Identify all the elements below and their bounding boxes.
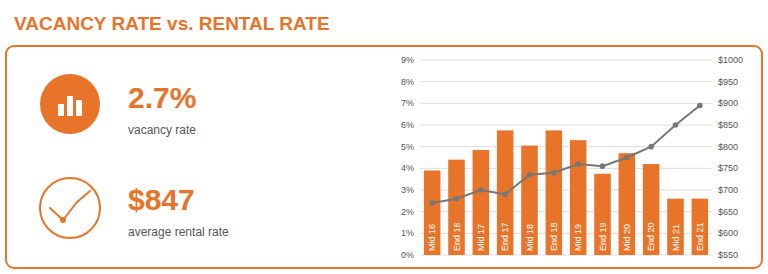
line-marker xyxy=(575,161,581,167)
y2-tick-label: $700 xyxy=(718,185,738,195)
line-marker xyxy=(478,187,484,193)
category-label: End 20 xyxy=(646,222,656,251)
y-tick-label: 4% xyxy=(401,163,414,173)
annotation: average rental rate xyxy=(128,225,229,239)
line-marker xyxy=(624,155,630,161)
category-label: End 17 xyxy=(500,222,510,251)
grid-line xyxy=(420,81,712,82)
line-marker xyxy=(551,170,557,176)
bar xyxy=(692,199,709,255)
category-label: Mid 20 xyxy=(622,224,632,251)
line-marker xyxy=(429,200,435,206)
y-tick-label: 8% xyxy=(401,77,414,87)
annotation: $847 xyxy=(128,183,195,216)
y2-tick-label: $800 xyxy=(718,142,738,152)
line-marker xyxy=(697,103,703,109)
icon-bar xyxy=(76,100,82,116)
category-label: End 21 xyxy=(695,222,705,251)
chart-root: VACANCY RATE vs. RENTAL RATE 2.7% vacancy … xyxy=(0,0,768,274)
bar xyxy=(473,150,490,255)
grid-line xyxy=(420,60,712,61)
grid-line xyxy=(420,103,712,104)
y2-tick-label: $600 xyxy=(718,228,738,238)
category-label: Mid 21 xyxy=(671,224,681,251)
line-marker xyxy=(527,172,533,178)
annotation: 2.7% xyxy=(128,81,196,114)
icon-bar xyxy=(67,96,73,116)
category-label: Mid 18 xyxy=(525,224,535,251)
category-label: End 16 xyxy=(452,222,462,251)
grid-line xyxy=(420,125,712,126)
y-tick-label: 9% xyxy=(401,55,414,65)
category-label: Mid 17 xyxy=(476,224,486,251)
y2-tick-label: $650 xyxy=(718,207,738,217)
y2-tick-label: $750 xyxy=(718,163,738,173)
bar xyxy=(667,199,684,255)
bar xyxy=(448,160,465,255)
bar xyxy=(594,174,611,255)
y-tick-label: 0% xyxy=(401,250,414,260)
line-marker xyxy=(648,144,654,150)
category-label: End 19 xyxy=(598,222,608,251)
y-tick-label: 5% xyxy=(401,142,414,152)
y2-tick-label: $950 xyxy=(718,77,738,87)
icon-line xyxy=(50,191,90,220)
icon-dot xyxy=(60,217,66,223)
category-label: End 18 xyxy=(549,222,559,251)
y-tick-label: 3% xyxy=(401,185,414,195)
y2-tick-label: $550 xyxy=(718,250,738,260)
bar xyxy=(424,171,441,256)
y2-tick-label: $900 xyxy=(718,98,738,108)
bar xyxy=(570,140,587,255)
y2-tick-label: $850 xyxy=(718,120,738,130)
grid-line xyxy=(420,146,712,147)
line-marker xyxy=(673,122,679,128)
line-marker xyxy=(600,163,606,169)
category-label: Mid 19 xyxy=(573,224,583,251)
panel-border xyxy=(6,46,762,268)
y2-tick-label: $1000 xyxy=(718,55,743,65)
icon-bar xyxy=(58,104,64,116)
bar xyxy=(619,153,636,255)
annotation: vacancy rate xyxy=(128,123,196,137)
line-marker xyxy=(502,192,508,198)
line xyxy=(432,106,700,204)
icon-circle xyxy=(40,178,100,238)
plot-marks xyxy=(424,103,708,255)
y-tick-label: 7% xyxy=(401,98,414,108)
bar xyxy=(521,146,538,255)
y-tick-label: 6% xyxy=(401,120,414,130)
line-marker xyxy=(454,196,460,202)
y-tick-label: 2% xyxy=(401,207,414,217)
bar xyxy=(546,130,563,255)
category-label: Mid 16 xyxy=(427,224,437,251)
icon-circle xyxy=(40,74,100,134)
y-tick-label: 1% xyxy=(401,228,414,238)
bar xyxy=(643,164,660,255)
title: VACANCY RATE vs. RENTAL RATE xyxy=(14,13,330,34)
